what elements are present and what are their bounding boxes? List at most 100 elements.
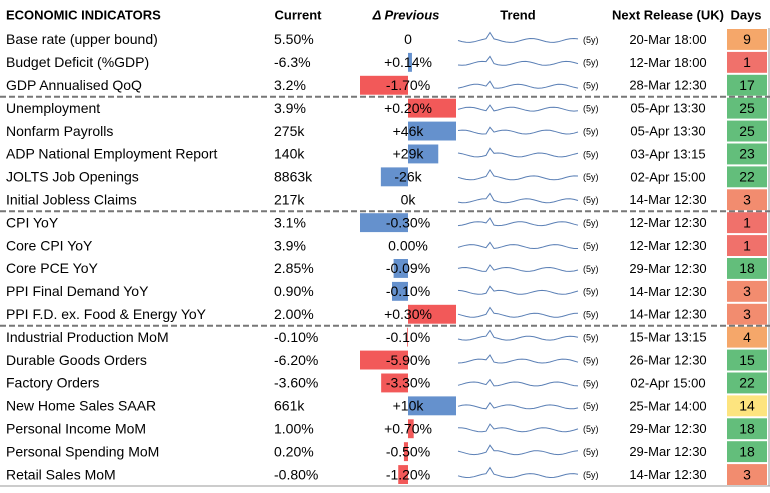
trend-period: (5y) [583,470,599,480]
column-header: Next Release (UK) [612,7,724,22]
indicator-name: Initial Jobless Claims [6,191,137,207]
column-header: Days [730,7,761,22]
trend-period: (5y) [583,378,599,388]
delta-value: -0.30% [386,214,430,230]
trend-period: (5y) [583,310,599,320]
trend-period: (5y) [583,126,599,136]
days-cell [727,212,767,234]
days-cell [727,326,767,348]
days-cell [727,303,767,325]
delta-bar [393,259,408,278]
delta-value: -0.50% [386,443,430,459]
delta-value: -1.20% [386,466,430,482]
delta-bar [408,144,439,164]
current-value: -6.20% [274,352,318,368]
days-cell [727,74,767,96]
delta-value: 0.00% [388,237,428,253]
sparkline [457,285,579,295]
sparkline [457,104,579,112]
current-value: 0.20% [274,443,314,459]
delta-value: -0.09% [386,260,430,276]
delta-value: -0.10% [386,283,430,299]
trend-period: (5y) [583,81,599,91]
days-value: 3 [743,283,751,299]
next-release: 14-Mar 12:30 [629,192,706,207]
delta-value: -1.70% [386,77,430,93]
days-value: 1 [743,214,751,230]
indicator-name: Unemployment [6,100,100,116]
sparkline [457,192,579,204]
sparkline [457,80,579,89]
delta-value: -26k [394,169,422,185]
indicator-name: Durable Goods Orders [6,352,147,368]
days-value: 23 [739,146,755,162]
delta-value: -5.90% [386,352,430,368]
indicator-name: Nonfarm Payrolls [6,123,113,139]
current-value: 217k [274,191,305,207]
delta-bar [392,281,408,301]
next-release: 29-Mar 12:30 [629,421,706,436]
delta-bar [408,121,456,141]
delta-bar [408,419,414,439]
next-release: 12-Mar 18:00 [629,55,706,70]
days-value: 25 [739,123,755,139]
next-release: 28-Mar 12:30 [629,78,706,93]
delta-value: +10k [393,398,425,414]
delta-value: -0.10% [386,329,430,345]
indicator-name: Factory Orders [6,375,99,391]
days-value: 18 [739,260,755,276]
days-cell [727,258,767,279]
trend-period: (5y) [583,195,599,205]
indicator-name: Budget Deficit (%GDP) [6,54,149,70]
current-value: 3.2% [274,77,306,93]
delta-bar [408,304,456,324]
column-header: Trend [500,7,535,22]
sparkline [457,444,579,456]
next-release: 02-Apr 15:00 [630,375,705,390]
sparkline [457,168,579,181]
days-value: 3 [743,191,751,207]
current-value: 5.50% [274,31,314,47]
delta-value: +0.14% [384,54,432,70]
current-value: 1.00% [274,420,314,436]
sparkline [457,401,579,410]
indicator-name: CPI YoY [6,214,59,230]
indicator-name: Core PCE YoY [6,260,98,276]
next-release: 05-Apr 13:30 [630,101,705,116]
trend-period: (5y) [583,35,599,45]
sparkline [457,126,579,135]
current-value: 275k [274,123,305,139]
next-release: 26-Mar 12:30 [629,352,706,367]
indicator-name: Retail Sales MoM [6,466,116,482]
next-release: 29-Mar 12:30 [629,261,706,276]
days-cell [727,441,767,463]
next-release: 14-Mar 12:30 [629,307,706,322]
next-release: 14-Mar 12:30 [629,467,706,482]
days-cell [727,189,767,211]
days-value: 18 [739,420,755,436]
indicator-name: ADP National Employment Report [6,146,218,162]
sparkline [457,306,579,318]
sparkline [457,354,579,364]
current-value: 8863k [274,169,313,185]
days-value: 15 [739,352,755,368]
delta-bar [408,52,412,72]
indicator-name: PPI Final Demand YoY [6,283,149,299]
current-value: -3.60% [274,375,318,391]
next-release: 29-Mar 12:30 [629,444,706,459]
current-value: 661k [274,398,305,414]
days-cell [727,349,767,371]
current-value: 2.85% [274,260,314,276]
next-release: 25-Mar 14:00 [629,398,706,413]
trend-period: (5y) [583,172,599,182]
days-cell [727,120,767,142]
sparkline [457,147,579,158]
days-cell [727,372,767,394]
sparkline [457,55,579,66]
days-cell [727,418,767,440]
days-value: 18 [739,443,755,459]
trend-period: (5y) [583,58,599,68]
next-release: 12-Mar 12:30 [629,238,706,253]
days-value: 17 [739,77,755,93]
indicator-name: Personal Spending MoM [6,443,159,459]
